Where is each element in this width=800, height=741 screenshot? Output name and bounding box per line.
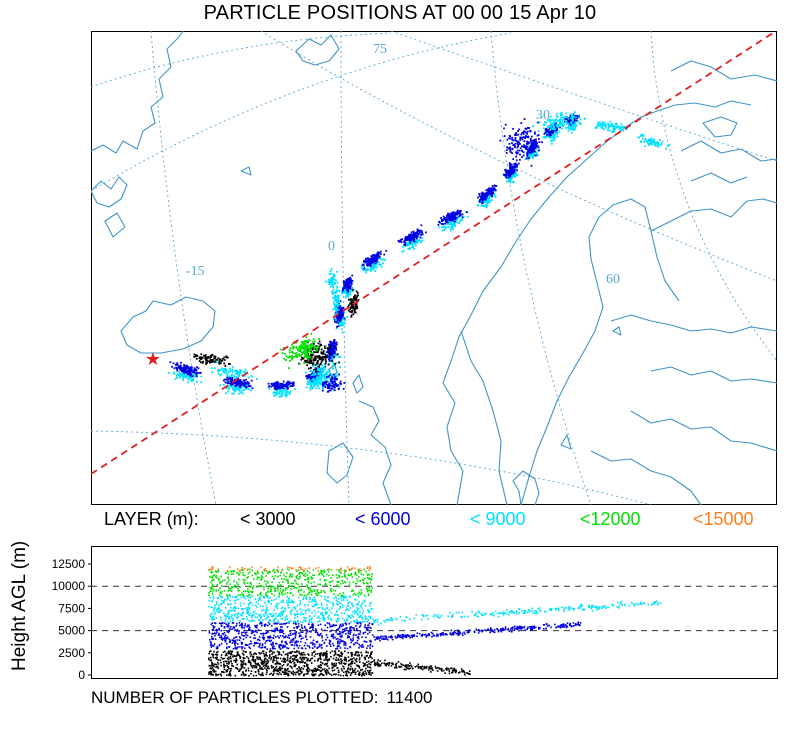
legend-item-3000: < 3000 bbox=[240, 509, 296, 529]
legend-item-9000: < 9000 bbox=[470, 509, 526, 529]
coastline bbox=[630, 410, 777, 452]
coastline bbox=[442, 100, 752, 505]
particle-map: 75 -15 0 60 30 ★ bbox=[91, 31, 777, 505]
coastline bbox=[590, 450, 702, 505]
graticule bbox=[91, 31, 777, 505]
particle-count-line: NUMBER OF PARTICLES PLOTTED: 11400 bbox=[91, 688, 433, 708]
graticule-label: 0 bbox=[328, 239, 335, 254]
graticule-line bbox=[340, 31, 350, 505]
height-tick-label: 10000 bbox=[52, 579, 86, 593]
particle-count-value: 11400 bbox=[386, 688, 433, 707]
coastline bbox=[512, 470, 540, 505]
dashed-cross-section-line bbox=[91, 31, 777, 475]
height-panel: 12500 10000 7500 5000 2500 0 bbox=[52, 546, 778, 682]
height-tick-label: 7500 bbox=[58, 601, 85, 615]
coastline bbox=[326, 442, 354, 484]
graticule-label: 60 bbox=[606, 272, 620, 287]
coastline bbox=[650, 366, 777, 384]
coastline bbox=[240, 166, 252, 176]
coastline bbox=[460, 330, 508, 505]
coastline bbox=[612, 326, 622, 336]
coastline bbox=[91, 31, 184, 154]
graticule-line bbox=[150, 31, 217, 505]
coastline bbox=[670, 60, 777, 82]
graticule-label: -15 bbox=[186, 264, 205, 279]
star-icon: ★ bbox=[145, 349, 161, 369]
height-ticks: 12500 10000 7500 5000 2500 0 bbox=[52, 557, 91, 682]
coastline bbox=[680, 140, 777, 162]
graticule-line bbox=[490, 31, 592, 505]
coastline bbox=[352, 374, 364, 394]
particle-count-label: NUMBER OF PARTICLES PLOTTED: bbox=[91, 688, 379, 707]
coastline bbox=[610, 314, 777, 334]
coastline bbox=[560, 434, 572, 450]
chart-title: PARTICLE POSITIONS AT 00 00 15 Apr 10 bbox=[203, 2, 597, 24]
graticule-line bbox=[390, 31, 777, 162]
graticule-line bbox=[650, 31, 777, 362]
legend-item-6000: < 6000 bbox=[355, 509, 411, 529]
graticule-line bbox=[260, 31, 777, 282]
height-tick-label: 5000 bbox=[58, 624, 85, 638]
coastline bbox=[520, 198, 680, 505]
coastline bbox=[91, 176, 128, 208]
coastline bbox=[120, 296, 216, 354]
height-tick-label: 0 bbox=[78, 668, 85, 682]
height-tick-label: 12500 bbox=[52, 557, 86, 571]
particle-cloud bbox=[167, 111, 671, 398]
coastlines bbox=[91, 31, 777, 505]
legend-item-15000: <15000 bbox=[693, 509, 754, 529]
legend-title: LAYER (m): bbox=[104, 509, 199, 529]
graticule-label: 30 bbox=[536, 108, 550, 123]
graticule-labels: 75 -15 0 60 30 bbox=[186, 42, 620, 287]
coastline bbox=[295, 34, 340, 66]
coastline bbox=[358, 400, 392, 505]
graticule-line bbox=[91, 32, 512, 192]
legend-item-12000: <12000 bbox=[580, 509, 641, 529]
height-particles bbox=[208, 566, 662, 677]
coastline bbox=[104, 212, 126, 238]
coastline bbox=[650, 198, 777, 232]
graticule-label: 75 bbox=[373, 42, 387, 57]
coastline bbox=[690, 172, 748, 184]
height-dashed-levels bbox=[91, 585, 777, 632]
graticule-line bbox=[91, 430, 652, 505]
height-tick-label: 2500 bbox=[58, 646, 85, 660]
coastline bbox=[702, 116, 738, 138]
